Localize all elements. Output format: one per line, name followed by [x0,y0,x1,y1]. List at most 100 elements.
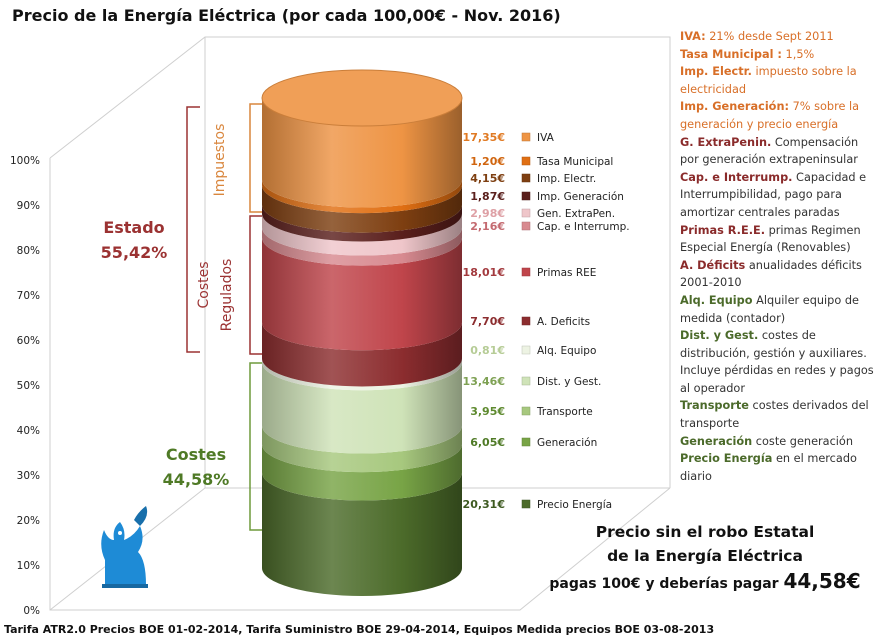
cylinder-segment-generaci-n [262,444,462,501]
cylinder-segment-imp-electr- [262,185,462,233]
note-item: Imp. Electr. impuesto sobre la electrici… [680,63,880,98]
value-label-imp-electr-: 4,15€ [470,172,505,185]
note-key: Imp. Electr. [680,65,752,79]
note-key: Tasa Municipal : [680,47,782,61]
note-text: Compensación por generación extrapeninsu… [680,135,859,167]
note-text: anualidades déficits 2001-2010 [680,258,862,290]
group-pct-estado: 55,42% [101,243,168,262]
note-text: en el mercado diario [680,452,857,483]
griffin-base [102,584,148,588]
note-text: Capacidad e Interrumpibilidad, pago para… [680,170,867,219]
cylinder-segment-tasa-municipal [262,179,462,214]
value-label-gen-extrapen-: 2,98€ [470,207,505,220]
bracket-costes [249,362,262,531]
note-key: Cap. e Interrump. [680,170,793,184]
y-tick-label: 40% [17,425,40,437]
legend-swatch-cap-e-interrump- [521,221,531,231]
value-label-generaci-n: 6,05€ [470,436,505,449]
note-item: Primas R.E.E. primas Regimen Especial En… [680,222,880,257]
legend-label-imp-electr-: Imp. Electr. [537,173,596,185]
legend-swatch-transporte [521,406,531,416]
group-brackets [186,103,262,531]
slogan-line-2: de la Energía Eléctrica [607,547,803,565]
value-label-iva: 17,35€ [463,131,505,144]
note-item: Cap. e Interrump. Capacidad e Interrumpi… [680,169,880,222]
y-tick-label: 90% [17,200,40,212]
note-item: Precio Energía en el mercado diario [680,450,880,485]
frame-outline-back [49,36,671,488]
note-item: Generación coste generación [680,433,880,451]
griffin-body [101,522,146,585]
group-pct-costes: 44,58% [163,470,230,489]
y-axis-ticks: 0% 10% 20% 30% 40% 50% 60% 70% 80% 90% 100% [10,155,40,617]
note-item: Dist. y Gest. costes de distribución, ge… [680,327,880,397]
note-key: G. ExtraPenin. [680,135,772,149]
legend-label-generaci-n: Generación [537,437,597,449]
note-item: G. ExtraPenin. Compensación por generaci… [680,134,880,169]
slogan-line-1: Precio sin el robo Estatal [595,523,815,541]
note-text: 7% sobre la generación y precio energía [680,100,860,131]
cylinder-segment-primas-ree [262,237,462,351]
y-tick-label: 70% [17,290,40,302]
note-text: 21% desde Sept 2011 [705,30,834,43]
note-item: Imp. Generación: 7% sobre la generación … [680,98,880,133]
griffin-wing [134,506,148,526]
note-key: Alq. Equipo [680,293,753,307]
y-tick-label: 50% [17,380,40,392]
legend-label-primas-ree: Primas REE [537,267,596,279]
note-item: A. Déficits anualidades déficits 2001-20… [680,257,880,292]
legend-label-precio-energ-a: Precio Energía [537,499,612,511]
legend-swatch-dist-y-gest- [521,376,531,386]
note-key: Dist. y Gest. [680,329,759,343]
stacked-cylinder [261,69,463,596]
note-key: Precio Energía [680,452,773,466]
value-label-transporte: 3,95€ [470,405,505,418]
y-tick-label: 30% [17,470,40,482]
value-label-imp-generaci-n: 1,87€ [470,190,505,203]
legend-swatch-primas-ree [521,267,531,277]
note-key: Transporte [680,399,749,413]
group-label-costes-regulados-1: Costes [196,261,212,308]
note-text: costes de distribución, gestión y auxili… [680,329,874,395]
value-label-primas-ree: 18,01€ [463,266,505,279]
slogan-amount: 44,58€ [783,569,861,593]
legend-swatch-tasa-municipal [521,156,531,166]
value-label-precio-energ-a: 20,31€ [463,498,505,511]
cylinder-segment-iva [262,98,462,208]
bracket-impuestos [249,103,262,213]
y-tick-label: 80% [17,245,40,257]
value-label-tasa-municipal: 1,20€ [470,155,505,168]
frame-outline [49,158,671,611]
y-tick-label: 100% [10,155,40,167]
note-text: coste generación [752,434,854,448]
legend-swatch-precio-energ-a [521,499,531,509]
legend-label-imp-generaci-n: Imp. Generación [537,191,624,203]
legend-swatch-gen-extrapen- [521,208,531,218]
note-key: IVA: [680,30,706,43]
note-item: Transporte costes derivados del transpor… [680,397,880,432]
chart-title: Precio de la Energía Eléctrica (por cada… [12,6,561,25]
bracket-costes-regulados [249,215,262,355]
note-text: impuesto sobre la electricidad [680,65,857,96]
legend-swatch-alq-equipo [521,345,531,355]
cylinder-top-cap [261,69,463,127]
griffin-eye [118,531,122,535]
y-tick-label: 10% [17,560,40,572]
legend-label-iva: IVA [537,132,555,144]
note-text: primas Regimen Especial Energía (Renovab… [680,223,861,255]
note-key: Imp. Generación: [680,100,790,114]
group-label-costes: Costes [166,445,226,464]
y-tick-label: 20% [17,515,40,527]
note-item: Alq. Equipo Alquiler equipo de medida (c… [680,292,880,327]
note-key: Primas R.E.E. [680,223,765,237]
cylinder-segment-imp-generaci-n [262,204,462,242]
slogan-line-3-text: pagas 100€ y deberías pagar [549,576,779,592]
cylinder-segment-cap-e-interrump- [262,227,462,266]
cylinder-segment-precio-energ-a [262,472,462,596]
legend-label-transporte: Transporte [536,406,593,418]
note-item: Tasa Municipal : 1,5% [680,46,880,64]
value-label-a-deficits: 7,70€ [470,315,505,328]
slogan-line-3: pagas 100€ y deberías pagar 44,58€ [530,568,880,597]
legend-swatch-iva [521,132,531,142]
